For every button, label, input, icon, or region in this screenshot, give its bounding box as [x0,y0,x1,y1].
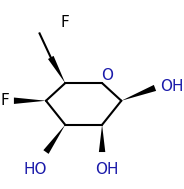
Text: OH: OH [160,79,183,94]
Polygon shape [121,85,156,101]
Polygon shape [99,125,105,152]
Text: HO: HO [23,162,47,177]
Polygon shape [48,56,65,83]
Polygon shape [14,98,46,104]
Text: F: F [0,93,9,108]
Text: O: O [101,68,113,83]
Text: F: F [61,15,70,30]
Text: OH: OH [95,162,119,177]
Polygon shape [43,125,65,154]
